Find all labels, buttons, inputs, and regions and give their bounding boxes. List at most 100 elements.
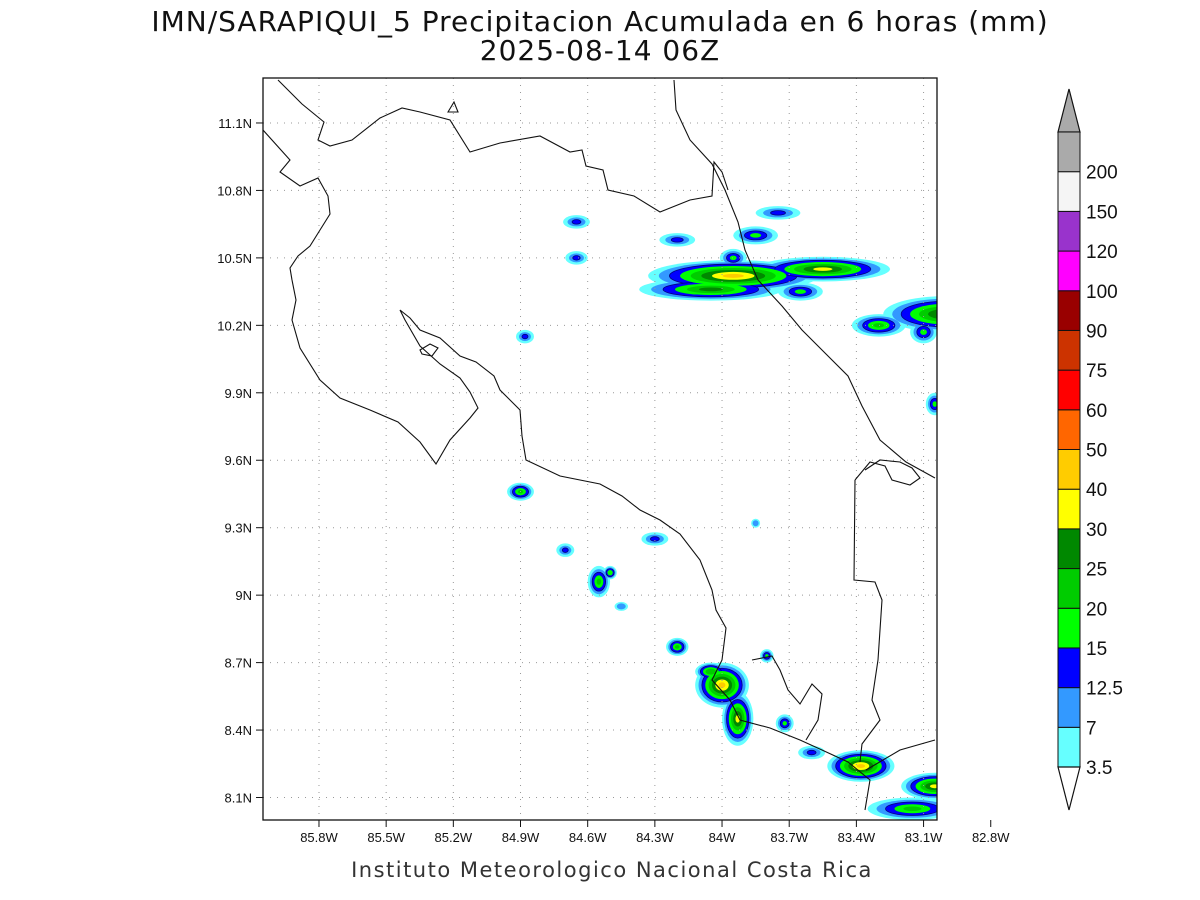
- precip-contour: [571, 219, 582, 225]
- precip-contour: [856, 764, 866, 769]
- colorbar-level-label: 90: [1086, 321, 1107, 342]
- tick-label-lon: 83.7W: [770, 830, 808, 845]
- precip-contour: [959, 799, 999, 819]
- precip-contour: [976, 807, 983, 810]
- colorbar-level-label: 12.5: [1086, 679, 1123, 700]
- nicaragua-costa-rica-border: [277, 79, 729, 213]
- precip-contour: [616, 603, 626, 610]
- precip-contour: [953, 795, 1007, 822]
- colorbar-swatch: [1057, 210, 1081, 252]
- longitude-ticks: 85.8W 85.5W 85.2W 84.9W 84.6W 84.3W 84W 83.7W 83…: [300, 820, 1010, 845]
- tick-label-lon: 84.3W: [636, 830, 674, 845]
- nicoya-peninsula-coast: [291, 279, 871, 811]
- tick-label-lon: 82.8W: [972, 830, 1010, 845]
- coastline-and-borders: [263, 79, 936, 811]
- osa-peninsula: [751, 655, 823, 741]
- tick-label-lon: 83.4W: [838, 830, 876, 845]
- tick-label-lat: 8.4N: [225, 723, 252, 738]
- tick-label-lon: 83.1W: [905, 830, 943, 845]
- precip-contour: [929, 784, 937, 789]
- precip-contour: [969, 804, 989, 814]
- precip-contour: [750, 233, 762, 238]
- map-title: IMN/SARAPIQUI_5 Precipitacion Acumulada …: [151, 5, 1048, 38]
- precip-contour: [752, 520, 759, 527]
- colorbar-level-label: 120: [1086, 242, 1118, 263]
- precip-contour: [561, 547, 569, 553]
- colorbar-under-arrow: [1057, 766, 1081, 811]
- precip-contour: [813, 267, 833, 271]
- colorbar-swatch: [1057, 409, 1081, 450]
- tick-label-lat: 9.9N: [225, 386, 252, 401]
- colorbar-level-label: 75: [1086, 361, 1107, 382]
- colorbar-level-label: 15: [1086, 639, 1107, 660]
- precip-contour: [873, 323, 885, 328]
- precip-contour: [607, 569, 613, 576]
- precip-contour: [718, 682, 726, 688]
- colorbar-level-label: 200: [1086, 163, 1118, 184]
- precip-contour: [945, 336, 969, 351]
- precip-contour: [572, 255, 581, 261]
- colorbar-level-label: 7: [1086, 718, 1097, 739]
- colorbar-level-label: 40: [1086, 480, 1107, 501]
- tick-label-lon: 84.6W: [569, 830, 607, 845]
- colorbar-swatch: [1057, 171, 1081, 212]
- latitude-ticks: 11.1N 10.8N 10.5N 10.2N 9.9N 9.6N 9.3N 9N 8.7N 8.…: [217, 116, 263, 806]
- precip-contour: [956, 797, 1003, 821]
- precip-contour: [649, 536, 660, 542]
- colorbar-level-label: 150: [1086, 202, 1118, 223]
- precip-contour: [670, 237, 684, 243]
- footer-credit: Instituto Meteorologico Nacional Costa R…: [351, 858, 873, 882]
- precip-contour: [903, 806, 922, 812]
- colorbar-level-label: 50: [1086, 441, 1107, 462]
- caribbean-coast: [673, 79, 936, 479]
- tick-label-lon: 85.8W: [300, 830, 338, 845]
- tick-label-lon: 84W: [709, 830, 736, 845]
- precip-contour: [939, 332, 975, 354]
- precip-contour: [782, 721, 787, 726]
- tick-label-lat: 9N: [235, 588, 252, 603]
- colorbar-labels: 3.5 7 12.5 15 20 25 30 40 50 60 75 90 100 120 150 200: [1086, 163, 1123, 779]
- precip-contour: [988, 323, 993, 327]
- panama-bay: [853, 479, 883, 763]
- panama-border: [854, 459, 921, 486]
- precip-contour: [932, 401, 937, 407]
- tick-label-lat: 9.6N: [225, 453, 252, 468]
- map-frame: [262, 77, 938, 821]
- colorbar-swatch: [1057, 568, 1081, 609]
- colorbar-level-label: 3.5: [1086, 758, 1112, 779]
- colorbar-level-label: 30: [1086, 520, 1107, 541]
- precip-contour: [919, 306, 937, 322]
- tick-label-lat: 10.2N: [217, 318, 252, 333]
- colorbar-swatch: [1057, 290, 1081, 331]
- precip-contour: [705, 668, 717, 675]
- precip-contour: [973, 805, 986, 812]
- colorbar-swatch: [1057, 607, 1081, 649]
- precip-contour: [985, 321, 996, 330]
- tick-label-lat: 8.1N: [225, 791, 252, 806]
- colorbar-swatch: [1057, 329, 1081, 371]
- precip-contour: [806, 749, 817, 756]
- colorbar-swatch: [1057, 369, 1081, 411]
- colorbar-swatch: [1057, 647, 1081, 689]
- colorbar-legend: 3.5 7 12.5 15 20 25 30 40 50 60 75 90 100 120 150 200: [1057, 88, 1123, 811]
- precip-contour: [794, 289, 807, 294]
- precip-contour: [948, 338, 966, 349]
- tick-label-lat: 8.7N: [225, 656, 252, 671]
- colorbar-swatches: [1057, 131, 1081, 768]
- burica-coast: [865, 739, 936, 771]
- colorbar-swatch: [1057, 726, 1081, 768]
- map-plot-area: 85.8W 85.5W 85.2W 84.9W 84.6W 84.3W 84W 83.7W 83…: [217, 77, 1010, 845]
- precip-contour: [954, 341, 960, 345]
- tick-label-lon: 85.2W: [435, 830, 473, 845]
- precip-contour: [942, 334, 972, 353]
- tick-label-lat: 11.1N: [218, 116, 252, 131]
- tick-label-lat: 10.8N: [217, 183, 252, 198]
- colorbar-swatch: [1057, 488, 1081, 530]
- lake-islet: [447, 100, 459, 113]
- tick-label-lon: 85.5W: [367, 830, 405, 845]
- colorbar-level-label: 100: [1086, 282, 1118, 303]
- colorbar-swatch: [1057, 528, 1081, 570]
- map-subtitle-date: 2025-08-14 06Z: [480, 34, 720, 67]
- colorbar-swatch: [1057, 687, 1081, 728]
